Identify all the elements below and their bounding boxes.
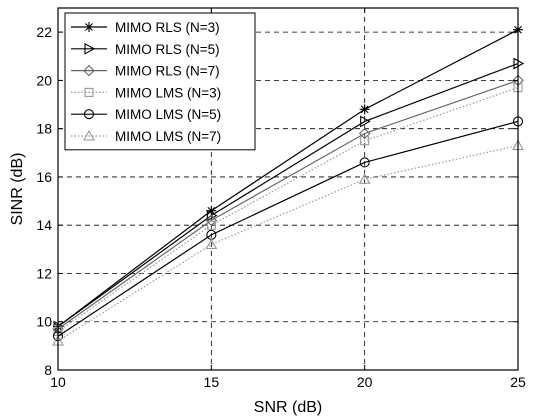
legend-entry-label: MIMO RLS (N=3) (115, 20, 220, 35)
legend-swatch-marker (83, 109, 95, 120)
y-axis-label: SINR (dB) (9, 153, 26, 226)
series-point (205, 238, 218, 250)
series-point (358, 173, 371, 184)
legend-swatch-marker (84, 42, 96, 55)
series-line (57, 144, 519, 342)
x-axis-label: SNR (dB) (254, 399, 322, 416)
y-tick-label: 8 (44, 362, 52, 378)
legend-swatch-marker (83, 64, 95, 77)
series-point (360, 115, 371, 128)
y-tick-label: 20 (36, 72, 52, 88)
series-point (206, 205, 217, 216)
x-tick-label: 15 (204, 374, 220, 390)
series-line (57, 62, 519, 328)
series-point (359, 157, 370, 168)
series-point (206, 220, 216, 230)
x-tick-label: 10 (50, 374, 66, 390)
y-tick-label: 12 (36, 265, 52, 281)
x-tick-label: 20 (357, 374, 373, 390)
y-tick-label: 18 (36, 121, 52, 137)
series-5 (52, 116, 524, 342)
y-tick-label: 16 (36, 169, 52, 185)
series-4 (53, 83, 523, 336)
x-tick-label: 25 (510, 374, 526, 390)
series-line (57, 79, 519, 330)
legend-box (64, 12, 256, 151)
legend-entry-label: MIMO LMS (N=7) (115, 129, 221, 144)
legend-swatch-marker (83, 129, 95, 141)
series-point (360, 136, 370, 146)
legend-entry-label: MIMO LMS (N=3) (115, 85, 221, 100)
legend: MIMO RLS (N=3) MIMO RLS (N=5) MIMO RLS (N=… (64, 12, 256, 151)
legend-entry-label: MIMO LMS (N=5) (115, 107, 221, 122)
series-line (57, 87, 519, 332)
y-tick-label: 22 (36, 24, 52, 40)
y-tick-label: 10 (36, 314, 52, 330)
series-line (57, 120, 519, 337)
legend-entry-label: MIMO RLS (N=5) (115, 42, 220, 57)
series-point (358, 127, 371, 140)
series-line (57, 29, 519, 328)
y-tick-label: 14 (36, 217, 52, 233)
plot-area-frame (57, 7, 519, 371)
legend-entry-label: MIMO RLS (N=7) (115, 64, 220, 79)
series-6 (52, 139, 524, 346)
legend-swatch-marker (84, 87, 94, 97)
legend-swatch-marker (84, 22, 94, 32)
series-point (206, 209, 218, 222)
series-point (359, 104, 370, 115)
